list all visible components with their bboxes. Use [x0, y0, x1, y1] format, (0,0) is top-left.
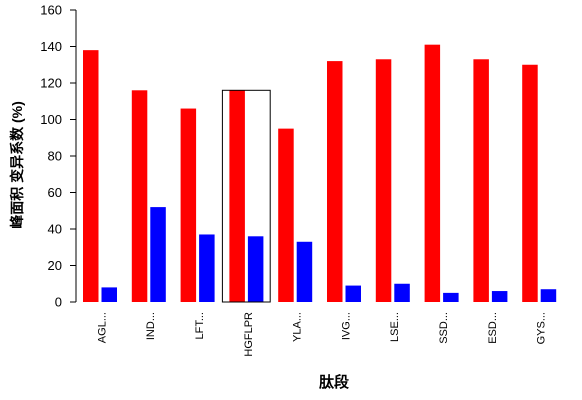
bar-series2-lse [394, 283, 410, 302]
x-tick-label: LSE... [389, 312, 401, 342]
x-axis-label: 肽段 [319, 373, 349, 391]
y-tick-label: 40 [48, 222, 62, 237]
y-tick-label: 0 [55, 295, 62, 310]
x-tick-label: GYS... [536, 312, 548, 344]
y-tick-label: 80 [48, 149, 62, 164]
y-tick-label: 20 [48, 258, 62, 273]
x-tick-label: SSD... [438, 312, 450, 344]
x-tick-label: HGFLPR [243, 312, 255, 357]
bar-series2-yla [296, 241, 313, 302]
y-tick-label: 140 [40, 39, 62, 54]
bar-series2-ivg [345, 285, 361, 302]
x-tick-label: ESD... [487, 312, 499, 344]
bar-series1-ivg [327, 61, 343, 302]
x-tick-label: YLA... [292, 312, 304, 342]
x-tick-label: LFT... [194, 312, 206, 340]
bar-series1-ssd [424, 44, 441, 303]
y-axis-label: 峰面积 变异系数 (%) [9, 101, 25, 229]
y-tick-label: 60 [48, 185, 62, 200]
bar-series2-ssd [443, 292, 459, 302]
x-tick-label: IVG... [340, 312, 352, 340]
highlight-box [221, 89, 271, 303]
bar-series1-gys [522, 64, 538, 302]
bar-series1-lse [375, 59, 392, 303]
x-tick-label: IND... [145, 312, 157, 340]
x-tick-label: AGL... [96, 312, 108, 343]
bar-series2-lft [199, 234, 215, 302]
plot-area: 0 20 40 60 80 100 120 140 160 AGL... IND... LFT... H… [40, 3, 557, 357]
y-tick-label: 160 [40, 3, 62, 18]
bar-series1-esd [473, 59, 489, 303]
bar-series1-hgflpr [229, 90, 245, 302]
bar-series2-gys [540, 289, 557, 302]
bar-series2-esd [491, 291, 508, 302]
bar-series1-lft [180, 108, 197, 302]
bar-series2-ind [150, 207, 166, 302]
y-tick-label: 120 [40, 76, 62, 91]
bar-series2-hgflpr [247, 236, 264, 302]
y-tick-label: 100 [40, 112, 62, 127]
bar-series2-agl [101, 287, 117, 302]
bar-series1-ind [131, 90, 148, 302]
bar-series1-yla [278, 128, 294, 302]
bar-series1-agl [83, 50, 99, 303]
